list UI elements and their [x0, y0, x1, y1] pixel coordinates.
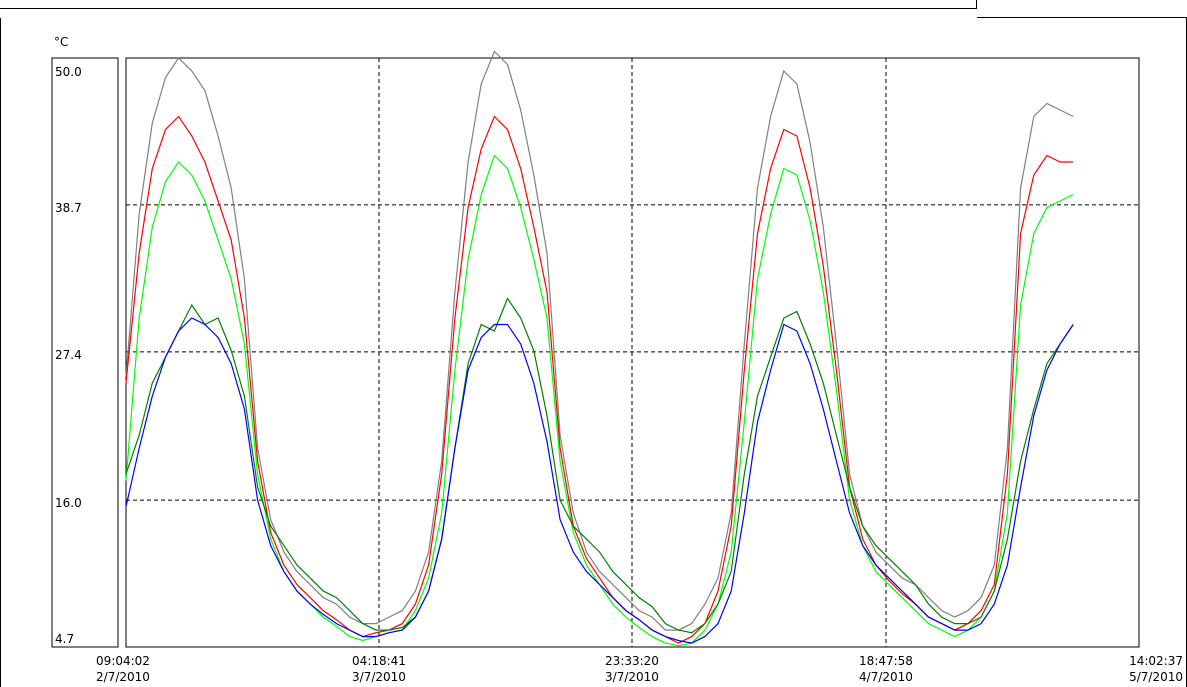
y-tick-label: 16.0 — [55, 496, 82, 510]
series-line-1 — [125, 50, 1074, 631]
top-panel-left — [0, 0, 977, 9]
y-tick-label: 50.0 — [55, 65, 82, 79]
x-tick-date: 2/7/2010 — [96, 670, 150, 684]
series-line-4 — [125, 297, 1074, 634]
x-tick-time: 04:18:41 — [352, 654, 406, 668]
x-tick-date: 3/7/2010 — [352, 670, 406, 684]
series-line-5 — [125, 317, 1074, 644]
x-tick-date: 5/7/2010 — [1129, 670, 1183, 684]
y-tick-label: 38.7 — [55, 201, 82, 215]
x-tick-time: 14:02:37 — [1129, 654, 1183, 668]
x-tick-time: 23:33:20 — [605, 654, 659, 668]
x-tick-date: 4/7/2010 — [859, 670, 913, 684]
x-tick-date: 3/7/2010 — [605, 670, 659, 684]
y-axis-box — [51, 57, 119, 648]
grid-lines — [126, 58, 1139, 647]
series-line-2 — [125, 115, 1074, 644]
y-tick-label: 4.7 — [55, 632, 74, 646]
y-unit-label: °C — [54, 35, 68, 49]
x-tick-labels: 09:04:02 2/7/2010 04:18:41 3/7/2010 23:33:20… — [96, 654, 1183, 684]
x-tick-time: 09:04:02 — [96, 654, 150, 668]
series-layer — [125, 50, 1074, 647]
top-panel-right — [977, 0, 1187, 18]
x-tick-time: 18:47:58 — [859, 654, 913, 668]
y-tick-labels: 50.0 38.7 27.4 16.0 4.7 — [55, 65, 82, 646]
y-tick-label: 27.4 — [55, 348, 82, 362]
